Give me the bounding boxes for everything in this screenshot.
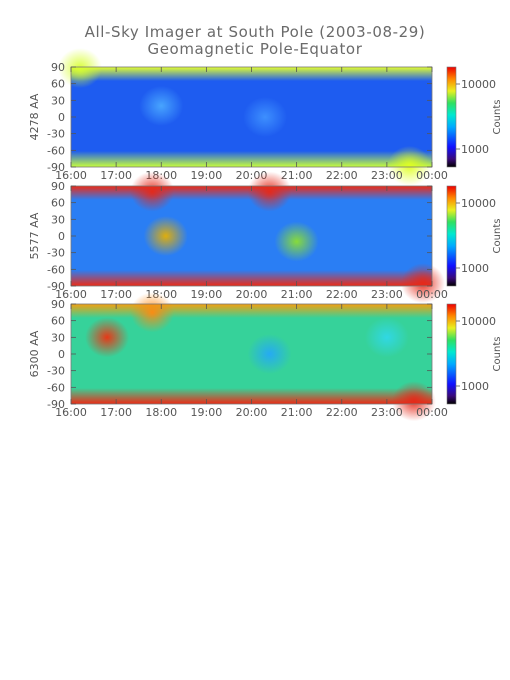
x-tick-label: 23:00 xyxy=(371,406,403,419)
y-axis-label: 6300 AA xyxy=(28,330,41,377)
x-tick-label: 00:00 xyxy=(416,169,448,182)
colorbar-tick-label: 10000 xyxy=(461,197,496,210)
x-tick-label: 21:00 xyxy=(281,169,313,182)
y-tick-label: 0 xyxy=(58,230,65,243)
y-tick-label: 90 xyxy=(51,61,65,74)
y-axis-label: 4278 AA xyxy=(28,93,41,140)
colorbar-label: Counts xyxy=(492,100,503,135)
x-tick-label: 16:00 xyxy=(55,406,87,419)
y-tick-label: -60 xyxy=(47,263,65,276)
colorbar xyxy=(446,66,457,168)
x-tick-label: 00:00 xyxy=(416,288,448,301)
heatmap-feature xyxy=(247,334,292,374)
x-tick-label: 20:00 xyxy=(236,406,268,419)
y-tick-label: 30 xyxy=(51,331,65,344)
heatmap-feature xyxy=(387,145,432,186)
y-tick-label: -90 xyxy=(47,280,65,293)
y-tick-label: 90 xyxy=(51,298,65,311)
x-tick-label: 00:00 xyxy=(416,406,448,419)
colorbar-tick-label: 10000 xyxy=(461,78,496,91)
heatmap-feature xyxy=(364,317,409,358)
x-tick-label: 23:00 xyxy=(371,288,403,301)
y-tick-label: -60 xyxy=(47,381,65,394)
y-tick-label: -90 xyxy=(47,161,65,174)
x-tick-label: 16:00 xyxy=(55,169,87,182)
x-tick-label: 23:00 xyxy=(371,169,403,182)
colorbar-tick-label: 1000 xyxy=(461,143,489,156)
colorbar-label: Counts xyxy=(492,219,503,254)
chart-title: All-Sky Imager at South Pole (2003-08-29… xyxy=(84,23,426,41)
x-tick-label: 20:00 xyxy=(236,288,268,301)
x-tick-label: 22:00 xyxy=(326,169,358,182)
panel-1: 9060300-30-60-9016:0017:0018:0019:0020:0… xyxy=(28,48,503,186)
colorbar-tick-label: 1000 xyxy=(461,380,489,393)
x-tick-label: 18:00 xyxy=(145,406,177,419)
chart-subtitle: Geomagnetic Pole-Equator xyxy=(147,40,363,58)
x-tick-label: 22:00 xyxy=(326,406,358,419)
heatmap-feature xyxy=(139,85,184,126)
heatmap-feature xyxy=(243,97,288,137)
x-tick-label: 16:00 xyxy=(55,288,87,301)
x-tick-label: 17:00 xyxy=(100,169,132,182)
colorbar-tick-label: 1000 xyxy=(461,262,489,275)
x-tick-label: 19:00 xyxy=(191,406,223,419)
y-tick-label: -30 xyxy=(47,128,65,141)
colorbar-tick-label: 10000 xyxy=(461,315,496,328)
y-tick-label: -30 xyxy=(47,247,65,260)
y-tick-label: 90 xyxy=(51,180,65,193)
y-tick-label: 60 xyxy=(51,78,65,91)
y-tick-label: 0 xyxy=(58,348,65,361)
x-tick-label: 21:00 xyxy=(281,288,313,301)
colorbar xyxy=(446,185,457,287)
y-tick-label: 60 xyxy=(51,315,65,328)
colorbar xyxy=(446,303,457,405)
y-tick-label: 30 xyxy=(51,94,65,107)
x-tick-label: 21:00 xyxy=(281,406,313,419)
y-tick-label: 30 xyxy=(51,213,65,226)
heatmap-feature xyxy=(274,221,319,262)
colorbar-label: Counts xyxy=(492,337,503,372)
heatmap-feature xyxy=(400,263,445,304)
x-tick-label: 22:00 xyxy=(326,288,358,301)
heatmap-feature xyxy=(391,381,436,422)
x-tick-label: 17:00 xyxy=(100,406,132,419)
x-tick-label: 17:00 xyxy=(100,288,132,301)
heatmap-feature xyxy=(247,171,292,212)
heatmap-feature xyxy=(130,171,175,212)
y-axis-label: 5577 AA xyxy=(28,212,41,259)
heatmap-feature xyxy=(85,317,130,358)
y-tick-label: -30 xyxy=(47,365,65,378)
x-tick-label: 19:00 xyxy=(191,288,223,301)
y-tick-label: 0 xyxy=(58,111,65,124)
y-tick-label: -60 xyxy=(47,144,65,157)
y-tick-label: -90 xyxy=(47,398,65,411)
title-block: All-Sky Imager at South Pole (2003-08-29… xyxy=(0,24,510,58)
x-tick-label: 19:00 xyxy=(191,169,223,182)
heatmap-feature xyxy=(58,48,103,89)
heatmap-feature xyxy=(130,292,175,333)
panel-2: 9060300-30-60-9016:0017:0018:0019:0020:0… xyxy=(28,171,503,304)
y-tick-label: 60 xyxy=(51,197,65,210)
heatmap-feature xyxy=(143,216,188,256)
